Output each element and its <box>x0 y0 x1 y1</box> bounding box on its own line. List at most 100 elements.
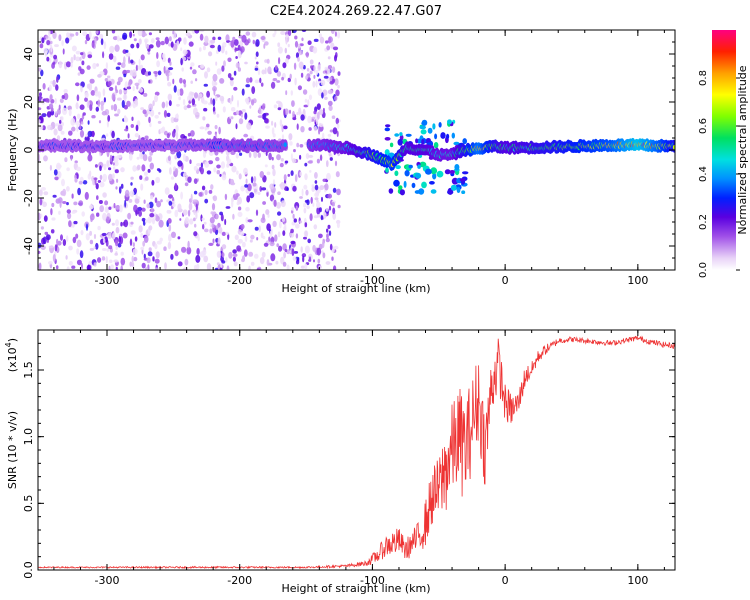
spectrogram-speckle <box>118 233 123 237</box>
spectrogram-speckle <box>168 234 172 242</box>
spectrogram-speckle <box>39 43 44 49</box>
spectrogram-cluster <box>405 133 412 137</box>
spectrogram-speckle <box>134 133 139 138</box>
spectrogram-speckle <box>56 76 59 83</box>
spectrogram-speckle <box>59 98 64 104</box>
spectrogram-speckle <box>329 157 333 161</box>
spectrogram-speckle <box>329 76 333 82</box>
spectrogram-speckle <box>48 103 54 110</box>
spectrogram-speckle <box>141 164 146 172</box>
spectrogram-speckle <box>263 242 269 247</box>
spectrogram-speckle <box>138 58 141 66</box>
spectrogram-speckle <box>73 220 78 225</box>
spectrogram-speckle <box>323 211 327 219</box>
spectrogram-speckle <box>94 37 97 46</box>
spectrogram-speckle <box>314 180 318 184</box>
spectrogram-speckle <box>250 261 255 266</box>
spectrogram-speckle <box>243 249 248 257</box>
spectrogram-speckle <box>179 218 182 221</box>
spectrogram-speckle <box>116 154 122 159</box>
spectrogram-speckle <box>70 56 74 64</box>
spectrogram-speckle <box>75 31 79 36</box>
snr-scale-exp: 4 <box>4 342 13 347</box>
spectrogram-speckle <box>195 112 200 119</box>
spectrogram-speckle <box>204 228 209 233</box>
spectrogram-speckle <box>213 167 217 173</box>
spectrogram-speckle <box>204 71 208 79</box>
spectrogram-speckle <box>136 42 140 49</box>
spectrogram-speckle <box>129 261 133 267</box>
spectrogram-speckle <box>240 113 243 118</box>
spectrogram-speckle <box>177 203 182 212</box>
spectrogram-speckle <box>78 180 83 185</box>
spectrogram-speckle <box>58 104 61 111</box>
spectrogram-speckle <box>48 245 54 249</box>
spectrogram-speckle <box>282 230 286 237</box>
spectrogram-speckle <box>296 142 300 148</box>
spectrogram-speckle <box>332 127 338 135</box>
spectrogram-speckle <box>120 257 126 266</box>
snr-scale-prefix: (x10 <box>6 347 19 372</box>
x-tick-label: 100 <box>627 274 648 287</box>
spectrogram-speckle <box>270 253 276 262</box>
colorbar-tick-label: 0.6 <box>698 118 709 134</box>
spectrogram-speckle <box>193 92 199 99</box>
spectrogram-speckle <box>304 230 308 238</box>
spectrogram-speckle <box>235 153 239 159</box>
spectrogram-speckle <box>294 40 299 48</box>
spectrogram-speckle <box>100 104 104 111</box>
spectrogram-speckle <box>163 110 168 118</box>
spectrogram-speckle <box>281 217 285 222</box>
spectrogram-speckle <box>54 244 58 252</box>
spectrogram-speckle <box>309 256 311 262</box>
spectrogram-speckle <box>313 110 317 115</box>
spectrogram-speckle <box>60 234 63 241</box>
spectrogram-speckle <box>216 164 221 169</box>
spectrogram-speckle <box>167 218 172 224</box>
spectrogram-speckle <box>326 233 329 239</box>
spectrogram-speckle <box>264 67 267 75</box>
spectrogram-speckle <box>71 211 76 214</box>
spectrogram-speckle <box>75 50 81 55</box>
spectrogram-speckle <box>156 240 162 245</box>
spectrogram-speckle <box>55 84 59 91</box>
spectrogram-speckle <box>241 34 247 43</box>
spectrogram-speckle <box>291 100 295 107</box>
spectrogram-speckle <box>57 108 61 115</box>
spectrogram-cluster <box>462 171 469 175</box>
spectrogram-speckle <box>79 130 85 138</box>
spectrogram-speckle <box>332 187 337 193</box>
spectrogram-speckle <box>228 158 232 164</box>
spectrogram-speckle <box>113 166 116 170</box>
spectrogram-speckle <box>78 200 84 207</box>
spectrogram-speckle <box>43 191 49 196</box>
spectrogram-speckle <box>221 252 225 258</box>
spectrogram-speckle <box>299 220 303 224</box>
spectrogram-speckle <box>52 254 56 262</box>
spectrogram-speckle <box>125 52 131 57</box>
spectrogram-speckle <box>114 44 120 52</box>
spectrogram-speckle <box>260 36 266 40</box>
spectrogram-speckle <box>142 151 145 155</box>
spectrogram-speckle <box>197 95 201 102</box>
spectrogram-speckle <box>259 77 262 84</box>
spectrogram-speckle <box>55 111 58 117</box>
spectrogram-speckle <box>97 180 102 183</box>
spectrogram-speckle <box>137 206 143 212</box>
spectrogram-speckle <box>264 164 268 168</box>
spectrogram-speckle <box>300 265 305 269</box>
spectrogram-speckle <box>105 62 108 70</box>
spectrogram-speckle <box>220 213 224 222</box>
spectrogram-speckle <box>324 183 329 191</box>
spectrogram-speckle <box>308 127 312 131</box>
spectrogram-speckle <box>261 187 267 191</box>
spectrogram-cluster <box>394 170 399 177</box>
spectrogram-speckle <box>135 210 140 215</box>
y-tick-label: 0.0 <box>22 561 35 579</box>
spectrogram-speckle <box>290 170 294 176</box>
spectrogram-speckle <box>282 243 287 251</box>
x-tick-label: -200 <box>227 574 252 587</box>
spectrogram-speckle <box>130 59 134 64</box>
spectrogram-speckle <box>79 123 82 130</box>
spectrogram-speckle <box>206 123 210 128</box>
